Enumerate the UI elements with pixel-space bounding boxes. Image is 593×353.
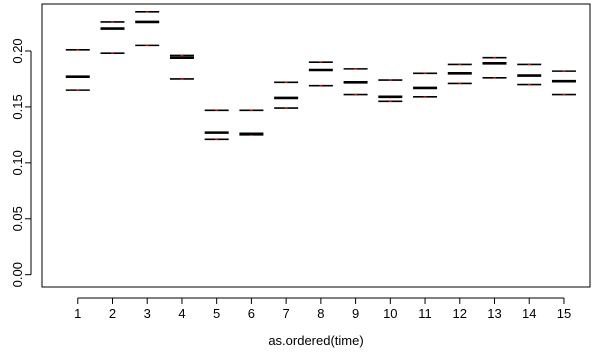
box [447, 63, 472, 85]
x-tick-label: 12 [453, 306, 467, 321]
box [482, 56, 507, 79]
y-tick-label: 0.20 [10, 38, 25, 63]
x-tick-label: 6 [248, 306, 255, 321]
box [378, 79, 403, 103]
box [413, 72, 438, 98]
box [239, 109, 264, 136]
x-axis: 1 2 3 4 5 6 7 8 9 10 11 12 13 14 15 [74, 297, 571, 321]
x-tick-label: 1 [74, 306, 81, 321]
x-tick-label: 11 [418, 306, 432, 321]
box [517, 63, 542, 86]
box [135, 11, 160, 47]
y-axis: 0.00 0.05 0.10 0.15 0.20 [10, 38, 32, 287]
x-tick-label: 8 [317, 306, 324, 321]
x-tick-label: 4 [178, 306, 185, 321]
x-tick-label: 15 [557, 306, 571, 321]
x-tick-label: 7 [283, 306, 290, 321]
x-tick-label: 10 [383, 306, 397, 321]
box-series [65, 11, 576, 141]
plot-frame [41, 3, 591, 288]
y-tick-label: 0.00 [10, 262, 25, 287]
x-tick-label: 2 [109, 306, 116, 321]
box [204, 109, 229, 141]
y-tick-label: 0.10 [10, 150, 25, 175]
box [274, 81, 299, 109]
box [308, 61, 333, 87]
x-tick-label: 14 [522, 306, 536, 321]
box [169, 54, 194, 80]
x-tick-label: 13 [487, 306, 501, 321]
box [65, 49, 90, 91]
x-tick-label: 3 [144, 306, 151, 321]
x-tick-label: 5 [213, 306, 220, 321]
y-tick-label: 0.15 [10, 94, 25, 119]
box [343, 68, 368, 96]
y-tick-label: 0.05 [10, 206, 25, 231]
x-axis-title: as.ordered(time) [268, 333, 363, 348]
box [551, 70, 576, 96]
box [100, 21, 125, 55]
x-tick-label: 9 [352, 306, 359, 321]
